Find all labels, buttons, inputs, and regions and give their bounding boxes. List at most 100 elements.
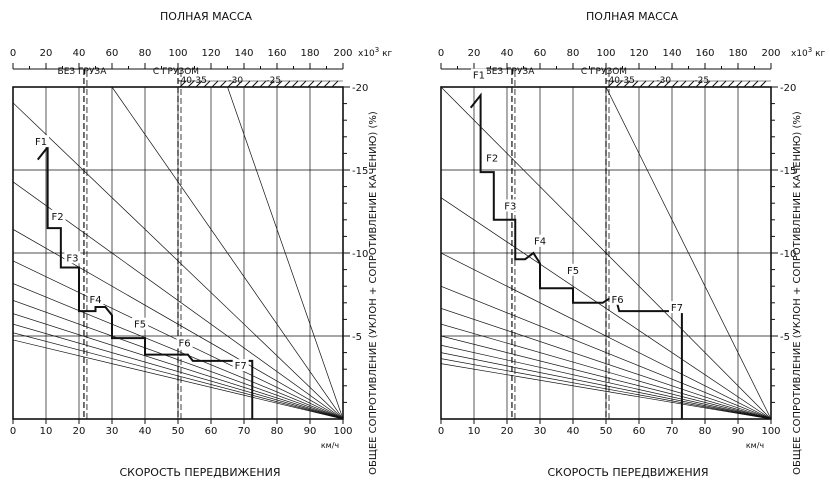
chart-title: ПОЛНАЯ МАССА [160, 10, 253, 23]
top-axis-tick-label: 160 [267, 48, 286, 59]
top-axis-tick-label: 180 [728, 48, 747, 59]
x-axis-tick-label: 40 [567, 426, 580, 437]
right-axis-tick-label: -5 [352, 332, 362, 343]
top-axis-unit: x103 кг [791, 46, 826, 59]
right-axis-tick-label: -15 [352, 166, 368, 177]
grade-line [605, 87, 771, 419]
top-axis-tick-label: 60 [106, 48, 119, 59]
grade-line [227, 87, 343, 419]
unit-suffix: кг [379, 49, 392, 59]
grade-label: -25 [266, 76, 281, 86]
gear-label-bg [502, 199, 519, 212]
x-axis-tick-label: 20 [501, 426, 514, 437]
unit-suffix: кг [812, 49, 825, 59]
chart-title: ПОЛНАЯ МАССА [586, 10, 679, 23]
gear-label-f5: F5 [134, 320, 146, 331]
grade-line [441, 344, 771, 419]
right-axis-label: ОБЩЕЕ СОПРОТИВЛЕНИЕ (УКЛОН + СОПРОТИВЛЕН… [792, 111, 803, 475]
gear-label-f4: F4 [89, 295, 101, 306]
hatch-band [607, 80, 767, 88]
load-marker-label: С ГРУЗОМ [581, 67, 627, 77]
grade-label: -30 [656, 76, 671, 86]
grade-line [441, 307, 771, 419]
gear-label-f5: F5 [567, 266, 579, 277]
grade-label: -35 [620, 76, 635, 86]
x-axis-tick-label: 10 [468, 426, 481, 437]
gear-label-f1: F1 [35, 137, 47, 148]
grade-line [441, 285, 771, 419]
right-axis-tick-label: -20 [352, 83, 368, 94]
gear-label-f6: F6 [611, 295, 623, 306]
top-axis-tick-label: 140 [234, 48, 253, 59]
right-axis-tick-label: -15 [780, 166, 796, 177]
x-axis-tick-label: 10 [40, 426, 53, 437]
gear-label-bg [49, 209, 66, 222]
gear-label-f2: F2 [486, 154, 498, 165]
gear-label-bg [232, 359, 249, 372]
top-axis-tick-label: 100 [168, 48, 187, 59]
gear-label-f2: F2 [51, 212, 63, 223]
right-axis-tick-label: -5 [780, 332, 790, 343]
x-axis-label: СКОРОСТЬ ПЕРЕДВИЖЕНИЯ [548, 466, 709, 479]
grade-line [441, 358, 771, 419]
right-axis-tick-label: -20 [780, 83, 796, 94]
grade-lines [441, 87, 771, 419]
gear-label-bg [64, 251, 81, 264]
x-axis-label: СКОРОСТЬ ПЕРЕДВИЖЕНИЯ [120, 466, 281, 479]
x-axis-tick-label: 20 [73, 426, 86, 437]
x-axis-tick-label: 0 [438, 426, 444, 437]
x-axis-tick-label: 80 [271, 426, 284, 437]
grade-line [13, 102, 343, 419]
gear-label-f4: F4 [534, 237, 546, 248]
grade-line [13, 339, 343, 419]
gear-label-bg [87, 292, 104, 305]
x-axis-tick-label: 70 [238, 426, 251, 437]
top-axis-tick-label: 200 [333, 48, 352, 59]
x-axis-tick-label: 40 [139, 426, 152, 437]
gear-label-bg [668, 301, 685, 314]
grade-label: -35 [192, 76, 207, 86]
gear-label-bg [470, 68, 487, 81]
unit-exponent: 3 [808, 46, 812, 54]
right-axis-tick-label: -10 [352, 249, 368, 260]
unit-exponent: 3 [375, 46, 379, 54]
right-axis-label: ОБЩЕЕ СОПРОТИВЛЕНИЕ (УКЛОН + СОПРОТИВЛЕН… [368, 111, 379, 475]
gear-label-bg [176, 336, 193, 349]
top-axis-tick-label: 40 [501, 48, 514, 59]
x-axis-tick-label: 90 [732, 426, 745, 437]
top-axis-tick-label: 120 [629, 48, 648, 59]
gear-label-f3: F3 [504, 201, 516, 212]
grade-label: -30 [228, 76, 243, 86]
x-axis-tick-label: 80 [699, 426, 712, 437]
x-axis-tick-label: 0 [10, 426, 16, 437]
load-marker-label: С ГРУЗОМ [153, 67, 199, 77]
gear-label-bg [132, 317, 149, 330]
gear-label-bg [33, 135, 50, 148]
unit-prefix: x10 [358, 49, 375, 59]
x-axis-tick-label: 50 [172, 426, 185, 437]
top-axis-tick-label: 160 [695, 48, 714, 59]
grade-line [13, 332, 343, 419]
hatch-band [179, 80, 339, 88]
top-axis-unit: x103 кг [358, 46, 393, 59]
grade-label: -40 [605, 76, 620, 86]
grade-line [441, 323, 771, 419]
right-axis-tick-label: -10 [780, 249, 796, 260]
unit-prefix: x10 [791, 49, 808, 59]
grade-line [13, 283, 343, 419]
grade-line [13, 181, 343, 419]
grade-line [441, 352, 771, 419]
load-marker-label: БЕЗ ГРУЗА [486, 67, 536, 77]
x-axis-unit: км/ч [746, 441, 764, 450]
gear-curve [36, 144, 254, 419]
x-axis-tick-label: 90 [304, 426, 317, 437]
gear-label-f6: F6 [179, 338, 191, 349]
load-marker-label: БЕЗ ГРУЗА [58, 67, 108, 77]
top-axis-tick-label: 20 [40, 48, 53, 59]
gear-label-bg [532, 234, 548, 247]
gear-label-f1: F1 [473, 71, 485, 82]
gear-label-f7: F7 [671, 303, 683, 314]
